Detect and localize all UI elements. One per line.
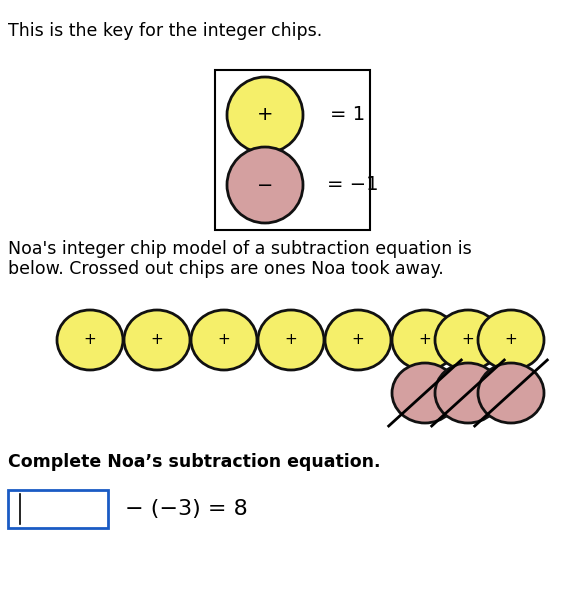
Ellipse shape [435, 310, 501, 370]
Ellipse shape [124, 310, 190, 370]
Text: +: + [352, 332, 365, 348]
Ellipse shape [325, 310, 391, 370]
Ellipse shape [227, 77, 303, 153]
Text: +: + [505, 332, 518, 348]
Text: − (−3) = 8: − (−3) = 8 [125, 499, 248, 519]
Text: +: + [285, 332, 297, 348]
Text: +: + [419, 332, 431, 348]
Ellipse shape [478, 363, 544, 423]
Text: = −1: = −1 [327, 175, 378, 194]
Ellipse shape [392, 363, 458, 423]
Text: below. Crossed out chips are ones Noa took away.: below. Crossed out chips are ones Noa to… [8, 260, 444, 278]
Ellipse shape [258, 310, 324, 370]
Bar [8, 490, 108, 528]
Ellipse shape [392, 310, 458, 370]
Text: +: + [257, 105, 273, 124]
Text: +: + [217, 332, 231, 348]
Bar [215, 70, 370, 230]
Ellipse shape [435, 363, 501, 423]
Text: +: + [462, 332, 474, 348]
Text: Complete Noa’s subtraction equation.: Complete Noa’s subtraction equation. [8, 453, 381, 471]
Ellipse shape [478, 310, 544, 370]
Text: +: + [83, 332, 97, 348]
Text: This is the key for the integer chips.: This is the key for the integer chips. [8, 22, 322, 40]
Text: Noa's integer chip model of a subtraction equation is: Noa's integer chip model of a subtractio… [8, 240, 472, 258]
Ellipse shape [191, 310, 257, 370]
Ellipse shape [227, 147, 303, 223]
Text: +: + [151, 332, 163, 348]
Ellipse shape [57, 310, 123, 370]
Text: −: − [257, 175, 273, 194]
Text: = 1: = 1 [330, 105, 365, 124]
